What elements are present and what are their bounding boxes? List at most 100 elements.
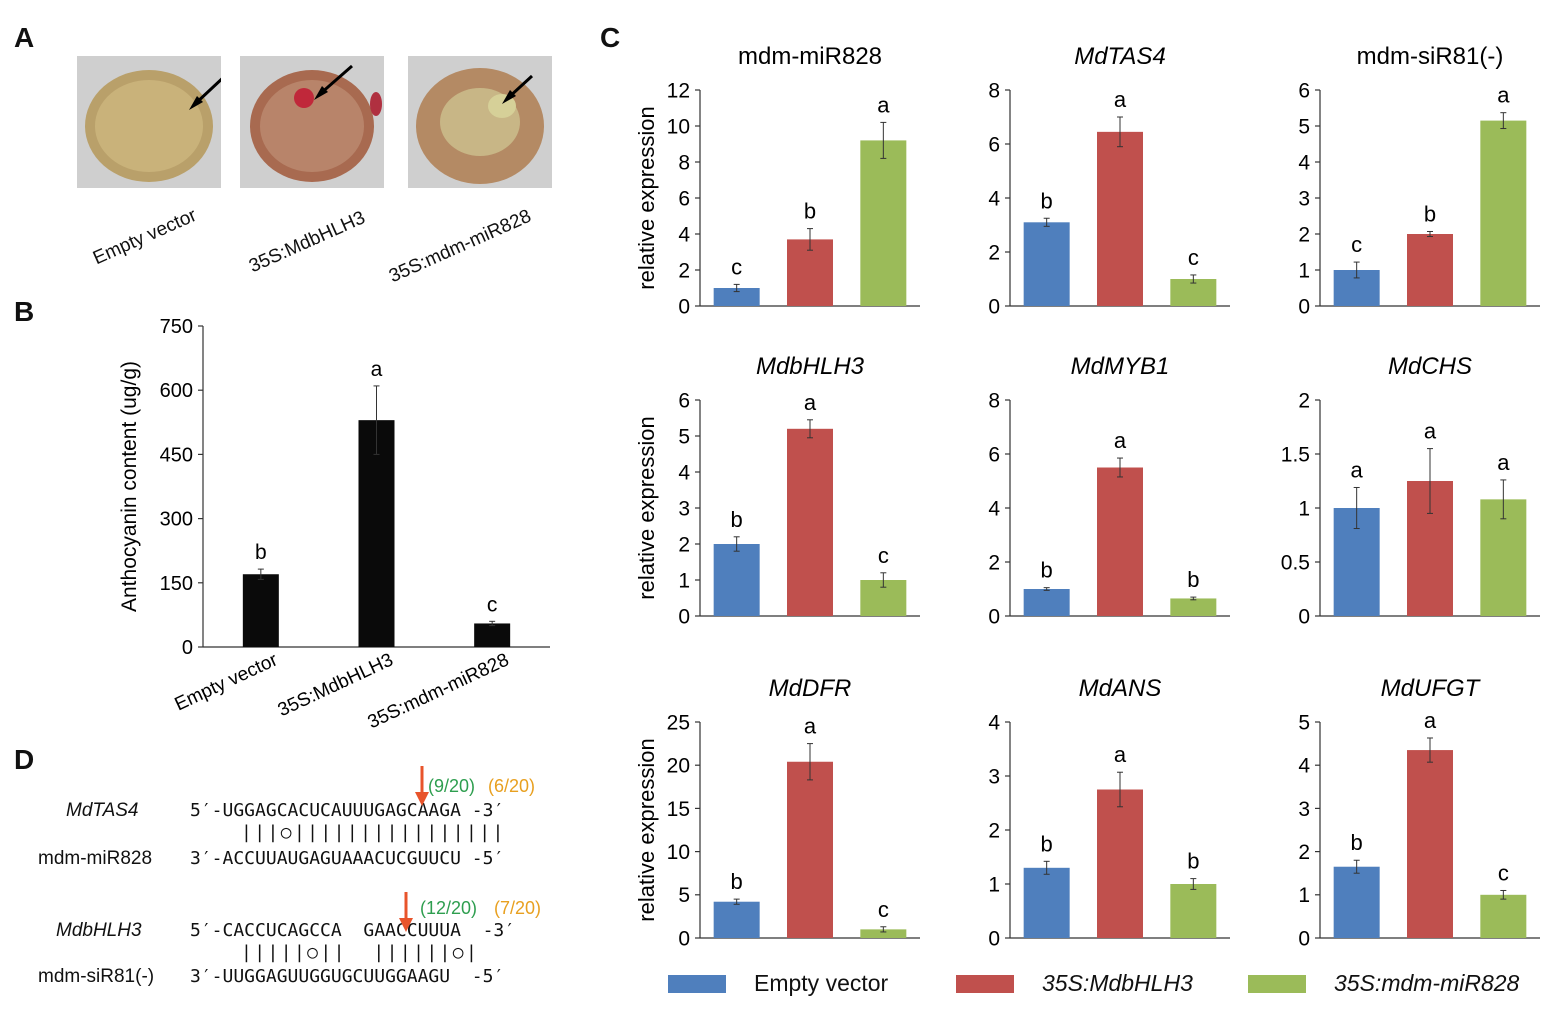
significance-letter: a	[1424, 419, 1437, 444]
photo-label-bhlh3: 35S:MdbHLH3	[246, 207, 369, 278]
bar	[1097, 467, 1143, 616]
bar	[787, 761, 833, 938]
y-axis-label: relative expression	[634, 416, 659, 599]
y-tick-label: 8	[678, 151, 690, 174]
bar	[713, 544, 760, 616]
x-tick-label: Empty vector	[172, 649, 282, 715]
y-tick-label: 2	[1298, 841, 1310, 864]
chart-title: MdANS	[1079, 675, 1162, 702]
panel-label-a: A	[14, 22, 35, 53]
apple-image-1	[77, 56, 221, 188]
significance-letter: c	[487, 593, 498, 616]
bar	[860, 140, 907, 306]
y-tick-label: 300	[160, 509, 193, 531]
significance-letter: a	[1114, 87, 1127, 112]
seq1-bottom-name: mdm-miR828	[38, 848, 153, 869]
y-tick-label: 1	[678, 569, 690, 592]
bar	[787, 428, 833, 616]
y-tick-label: 0.5	[1281, 551, 1310, 574]
chart-title: MdTAS4	[1074, 43, 1166, 70]
significance-letter: c	[1498, 860, 1509, 885]
panel-label-d: D	[14, 744, 35, 775]
y-tick-label: 6	[1298, 79, 1310, 102]
y-tick-label: 8	[988, 79, 1000, 102]
chart-mdans: MdANS 0 1 2 3 4 b a b	[988, 675, 1230, 950]
y-tick-label: 4	[988, 497, 1000, 520]
bar	[713, 288, 760, 306]
photo-label-mir828: 35S:mdm-miR828	[386, 205, 535, 288]
cleavage-arrow-icon-1	[415, 766, 429, 806]
bar	[1023, 867, 1070, 938]
panel-label-b: B	[14, 296, 35, 327]
y-tick-label: 6	[678, 389, 690, 412]
bar	[242, 574, 279, 647]
seq2-count-green: (12/20)	[420, 898, 478, 918]
y-tick-label: 450	[160, 444, 193, 466]
bar	[1407, 234, 1453, 306]
significance-letter: c	[878, 897, 889, 922]
significance-letter: a	[1114, 428, 1127, 453]
bar	[1023, 222, 1070, 306]
y-tick-label: 8	[988, 389, 1000, 412]
significance-letter: c	[878, 543, 889, 568]
significance-letter: b	[1187, 849, 1199, 874]
chart-mdufgt: MdUFGT 0 1 2 3 4 5 b a c	[1298, 675, 1540, 950]
y-axis-label: Anthocyanin content (ug/g)	[118, 361, 141, 612]
chart-mddfr: MdDFR 0 5 10 15 20 25 relative expression b a c	[634, 675, 920, 950]
y-tick-label: 0	[182, 637, 193, 659]
arrow-icon	[319, 64, 353, 96]
y-tick-label: 2	[988, 551, 1000, 574]
chart-title: MdUFGT	[1381, 675, 1482, 702]
y-tick-label: 4	[1298, 151, 1310, 174]
bar	[474, 623, 511, 647]
chart-mdbhlh3: MdbHLH3 0 1 2 3 4 5 6 relative expression b a c	[634, 353, 920, 628]
seq2-top-name: MdbHLH3	[56, 920, 142, 941]
bar	[1170, 598, 1217, 616]
y-tick-label: 4	[678, 223, 690, 246]
chart-title: mdm-siR81(-)	[1357, 43, 1504, 70]
y-tick-label: 0	[988, 927, 1000, 950]
y-tick-label: 10	[667, 841, 690, 864]
y-tick-label: 2	[678, 533, 690, 556]
y-tick-label: 6	[988, 133, 1000, 156]
y-tick-label: 6	[678, 187, 690, 210]
y-tick-label: 4	[678, 461, 690, 484]
apple-photo-bhlh3	[240, 56, 384, 188]
bar	[1480, 894, 1527, 938]
significance-letter: b	[1041, 831, 1053, 856]
y-tick-label: 20	[667, 755, 690, 778]
significance-letter: a	[1114, 742, 1127, 767]
y-tick-label: 4	[988, 711, 1000, 734]
significance-letter: c	[1188, 245, 1199, 270]
y-tick-label: 4	[988, 187, 1000, 210]
significance-letter: a	[1497, 450, 1510, 475]
y-tick-label: 1	[1298, 497, 1310, 520]
y-tick-label: 150	[160, 573, 193, 595]
y-tick-label: 0	[1298, 295, 1310, 318]
y-axis-label: relative expression	[634, 738, 659, 921]
significance-letter: b	[731, 507, 743, 532]
significance-letter: a	[1497, 83, 1510, 108]
y-tick-label: 3	[1298, 798, 1310, 821]
seq2-bottom-name: mdm-siR81(-)	[38, 966, 155, 987]
significance-letter: b	[1041, 188, 1053, 213]
bar	[1170, 884, 1217, 938]
anthocyanin-chart: 0 150 300 450 600 750 Anthocyanin content (ug/…	[118, 316, 550, 733]
seq1-top-name: MdTAS4	[66, 800, 139, 821]
significance-letter: c	[1351, 232, 1362, 257]
y-tick-label: 5	[1298, 711, 1310, 734]
seq1-count-orange: (6/20)	[488, 776, 536, 796]
y-axis-label: relative expression	[634, 106, 659, 289]
bar	[1023, 589, 1070, 616]
apple-photo-empty-vector	[77, 56, 221, 188]
y-tick-label: 750	[160, 316, 193, 338]
y-tick-label: 12	[667, 79, 690, 102]
significance-letter: c	[731, 254, 742, 279]
significance-letter: b	[1187, 567, 1199, 592]
y-tick-label: 10	[667, 115, 690, 138]
legend-swatch-bhlh3	[956, 974, 1014, 993]
y-tick-label: 2	[988, 241, 1000, 264]
significance-letter: a	[1424, 708, 1437, 733]
seq1-count-green: (9/20)	[428, 776, 476, 796]
chart-title: MdDFR	[769, 675, 852, 702]
